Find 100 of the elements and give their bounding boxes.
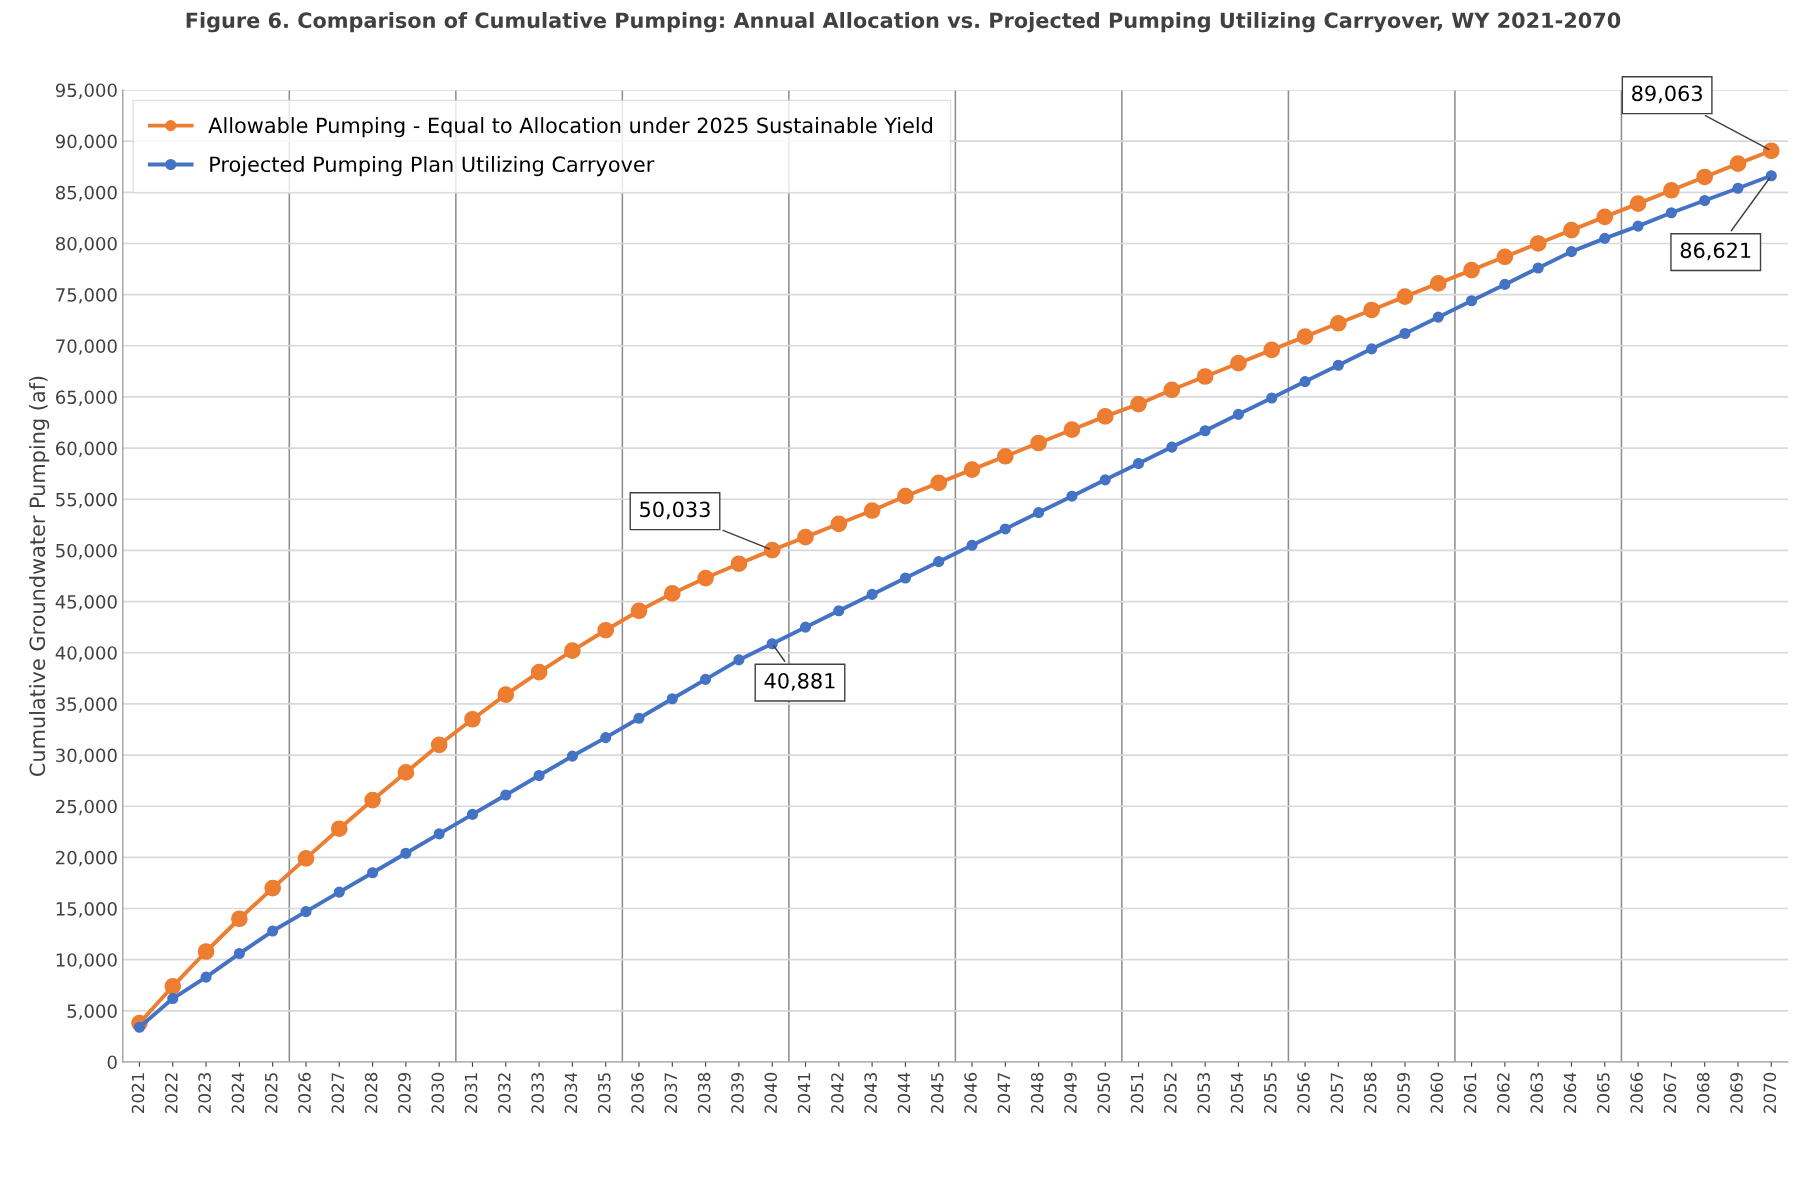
point xyxy=(164,977,182,995)
x-tick-label: 2027 xyxy=(331,1073,345,1113)
x-tick-label: 2048 xyxy=(1030,1072,1044,1113)
point xyxy=(866,588,878,600)
point xyxy=(666,693,678,705)
point xyxy=(1099,474,1111,486)
point xyxy=(1466,295,1478,307)
point xyxy=(1263,341,1281,359)
point xyxy=(1596,208,1614,226)
y-tick-label: 25,000 xyxy=(56,799,117,816)
annotation: 86,621 xyxy=(1680,242,1751,261)
point xyxy=(264,879,282,897)
x-tick-label: 2025 xyxy=(264,1073,278,1113)
point xyxy=(1563,221,1580,239)
point xyxy=(330,820,348,838)
point xyxy=(364,791,381,809)
x-tick-label: 2032 xyxy=(498,1073,511,1113)
x-tick-label: 2036 xyxy=(631,1072,644,1113)
point xyxy=(1066,490,1078,502)
point xyxy=(663,585,681,602)
legend-label: Allowable Pumping - Equal to Allocation under 2025 Sustainable Yield xyxy=(208,117,932,138)
y-tick-label: 30,000 xyxy=(56,748,117,765)
x-tick-label: 2035 xyxy=(597,1073,611,1113)
point xyxy=(133,1021,146,1033)
x-tick-label: 2058 xyxy=(1363,1072,1377,1113)
x-tick-label: 2046 xyxy=(964,1072,977,1113)
x-tick-label: 2044 xyxy=(897,1072,911,1113)
y-tick-label: 70,000 xyxy=(56,339,117,355)
y-tick-label: 95,000 xyxy=(55,83,117,99)
point xyxy=(500,789,512,801)
point xyxy=(1299,376,1311,388)
point xyxy=(297,850,315,867)
point xyxy=(963,461,981,478)
x-tick-label: 2047 xyxy=(997,1073,1011,1113)
y-tick-label: 35,000 xyxy=(56,697,117,713)
x-tick-label: 2052 xyxy=(1164,1073,1177,1113)
point xyxy=(1230,354,1247,372)
point xyxy=(1196,368,1214,385)
annotation: 50,033 xyxy=(640,501,710,520)
x-tick-label: 2026 xyxy=(298,1072,311,1113)
x-tick-label: 2062 xyxy=(1497,1073,1510,1113)
x-tick-label: 2045 xyxy=(930,1073,944,1113)
x-tick-label: 2043 xyxy=(864,1073,877,1113)
point xyxy=(1696,168,1714,186)
y-tick-label: 45,000 xyxy=(55,595,117,611)
point xyxy=(766,638,778,650)
point xyxy=(1663,181,1680,199)
x-tick-label: 2056 xyxy=(1297,1072,1310,1113)
point xyxy=(1629,195,1647,212)
x-tick-label: 2066 xyxy=(1630,1072,1643,1113)
point xyxy=(600,732,612,744)
x-tick-label: 2037 xyxy=(664,1073,678,1113)
x-tick-label: 2024 xyxy=(231,1072,245,1113)
point xyxy=(730,555,748,573)
x-tick-label: 2029 xyxy=(398,1072,411,1113)
point xyxy=(530,663,548,681)
point xyxy=(697,569,714,587)
point xyxy=(1199,425,1211,437)
point xyxy=(1096,408,1114,425)
point xyxy=(497,686,515,704)
point xyxy=(197,943,215,960)
point xyxy=(1699,194,1711,207)
point xyxy=(233,947,245,960)
point xyxy=(1463,261,1480,279)
point xyxy=(267,925,279,937)
point xyxy=(200,971,212,983)
y-tick-label: 10,000 xyxy=(56,953,117,969)
x-tick-label: 2054 xyxy=(1230,1072,1244,1113)
point xyxy=(966,539,978,551)
point xyxy=(999,523,1011,535)
point xyxy=(367,867,379,879)
point xyxy=(300,906,312,918)
point xyxy=(167,993,179,1005)
y-tick-label: 85,000 xyxy=(55,185,117,202)
point xyxy=(1332,359,1344,371)
point xyxy=(1529,235,1547,252)
point xyxy=(1532,262,1544,274)
point xyxy=(333,886,345,898)
point xyxy=(1599,232,1611,244)
point xyxy=(1296,328,1314,345)
point xyxy=(564,642,581,660)
point xyxy=(763,541,781,559)
point xyxy=(830,515,848,533)
point xyxy=(1130,395,1147,413)
point xyxy=(464,710,481,728)
point xyxy=(899,572,911,584)
point xyxy=(1632,220,1644,232)
point xyxy=(930,474,948,492)
y-tick-label: 50,000 xyxy=(56,543,117,560)
y-axis-title: Cumulative Groundwater Pumping (af) xyxy=(29,376,50,776)
y-tick-label: 90,000 xyxy=(55,134,117,151)
x-tick-label: 2049 xyxy=(1064,1072,1077,1113)
point xyxy=(1232,408,1245,420)
y-tick-label: 20,000 xyxy=(56,850,117,867)
point xyxy=(1363,301,1380,319)
x-tick-label: 2031 xyxy=(464,1073,478,1113)
point xyxy=(1396,288,1414,306)
point xyxy=(733,654,745,666)
point xyxy=(433,828,445,840)
annotation: 89,063 xyxy=(1632,85,1702,104)
